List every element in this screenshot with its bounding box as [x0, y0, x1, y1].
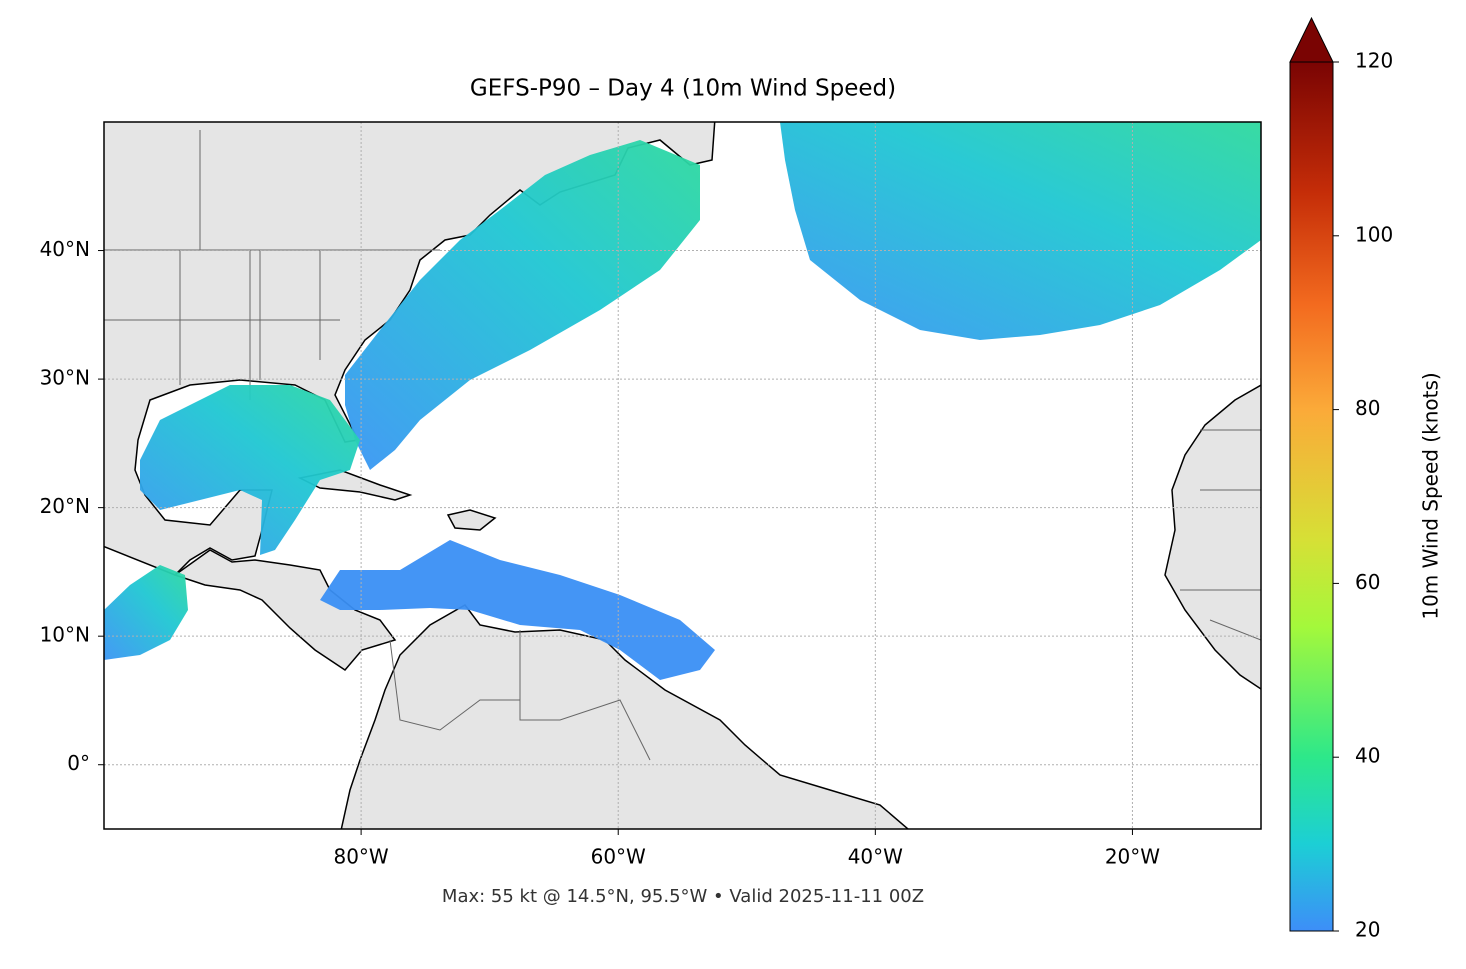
colorbar-tick-label: 120: [1355, 49, 1393, 73]
colorbar-extend: [1289, 16, 1334, 63]
x-tick-label: 60°W: [591, 845, 646, 869]
wind-pacific: [104, 565, 188, 660]
central-america: [173, 549, 397, 671]
map-note: Max: 55 kt @ 14.5°N, 95.5°W • Valid 2025…: [442, 886, 924, 907]
colorbar-tick-label: 40: [1355, 744, 1380, 768]
hispaniola: [446, 509, 497, 531]
colorbar-tick-label: 60: [1355, 570, 1380, 594]
wind-northeast-atlantic: [780, 122, 1261, 340]
map-area: [104, 122, 1261, 829]
wind-atlantic-coast: [345, 140, 700, 470]
colorbar-label: 10m Wind Speed (knots): [1419, 372, 1443, 619]
x-tick-label: 40°W: [848, 845, 903, 869]
colorbar-tick-label: 20: [1355, 918, 1380, 942]
gridlines: [104, 122, 1261, 829]
south-america: [340, 604, 910, 829]
y-tick-label: 30°N: [40, 366, 90, 390]
x-tick-label: 20°W: [1105, 845, 1160, 869]
map-title: GEFS-P90 – Day 4 (10m Wind Speed): [470, 76, 896, 102]
y-tick-label: 0°: [67, 751, 90, 775]
y-tick-label: 40°N: [40, 237, 90, 261]
borders: [104, 130, 1261, 761]
colorbar-tick-label: 80: [1355, 396, 1380, 420]
africa: [1164, 384, 1261, 690]
x-tick-label: 80°W: [333, 845, 388, 869]
y-tick-label: 10°N: [40, 623, 90, 647]
map-frame: [103, 121, 1262, 830]
colorbar: [1289, 61, 1334, 932]
wind-caribbean: [320, 540, 715, 680]
y-tick-label: 20°N: [40, 494, 90, 518]
colorbar-tick-label: 100: [1355, 222, 1393, 246]
wind-gulf: [140, 385, 360, 555]
